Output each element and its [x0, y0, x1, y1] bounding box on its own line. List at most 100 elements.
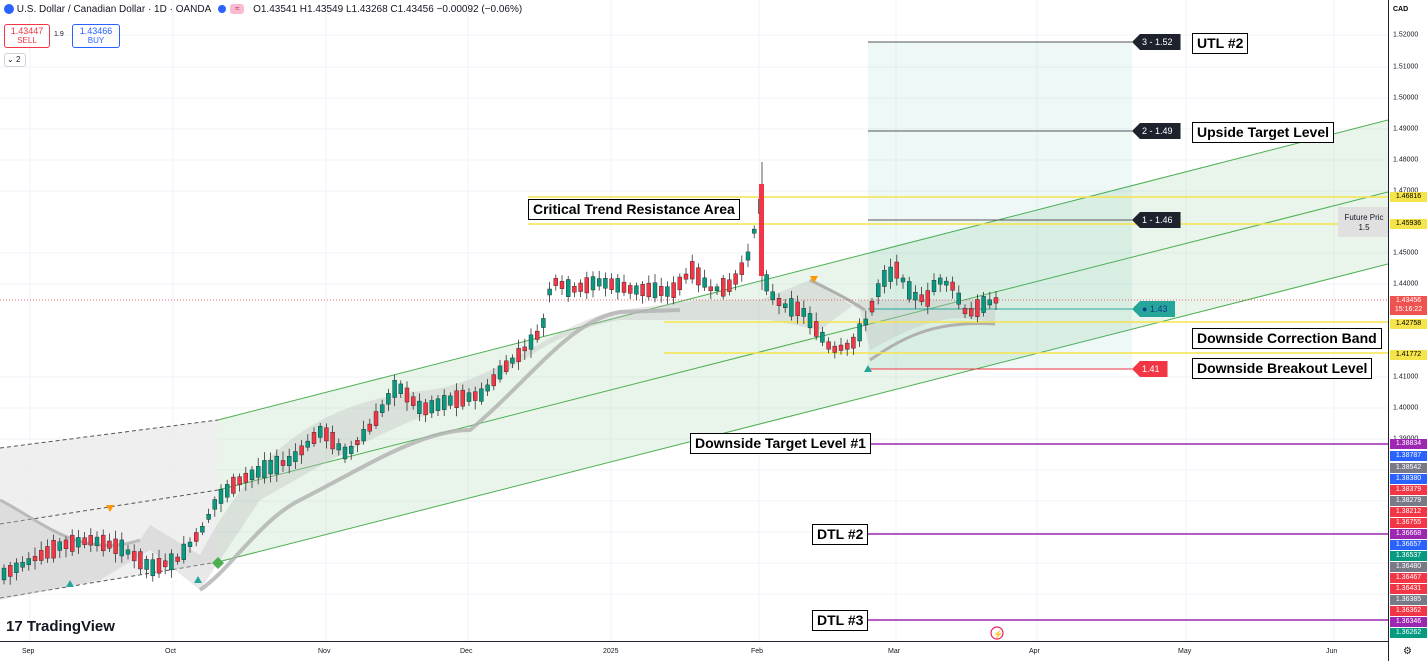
candle: [869, 301, 875, 313]
candle: [57, 541, 62, 551]
time-tick: Nov: [318, 648, 331, 655]
candle: [305, 440, 310, 448]
candle: [51, 540, 56, 559]
tradingview-logo[interactable]: 17 TradingView: [6, 618, 115, 635]
candle: [814, 321, 819, 337]
candle: [293, 451, 298, 462]
time-tick: Oct: [165, 648, 176, 655]
candle: [938, 277, 943, 285]
candle: [826, 341, 831, 350]
candle: [708, 286, 713, 292]
candle: [845, 342, 850, 350]
candle: [628, 285, 633, 294]
candle: [646, 282, 651, 298]
candle: [485, 384, 490, 392]
candle: [721, 278, 726, 297]
candle: [435, 398, 441, 411]
price-badge: 1.38279: [1390, 496, 1427, 506]
price-axis[interactable]: CAD 1.52000 1.51000 1.50000 1.49000 1.48000 1…: [1388, 0, 1428, 661]
time-tick: May: [1178, 648, 1192, 655]
price-tick: 1.45000: [1393, 249, 1419, 257]
candle: [448, 395, 453, 406]
price-tick: 1.52000: [1393, 31, 1419, 39]
target2-tag: 2 - 1.49: [1132, 123, 1181, 139]
candle: [1, 567, 7, 581]
candle: [597, 278, 602, 287]
upside-target-label: Upside Target Level: [1192, 122, 1335, 143]
price-badge: 1.36480: [1390, 562, 1427, 572]
candle: [63, 539, 69, 549]
candle: [20, 561, 25, 568]
candle: [26, 558, 31, 565]
utl2-label: UTL #2: [1192, 33, 1249, 54]
downside-target1-label: Downside Target Level #1: [690, 433, 871, 454]
stop-level-tag: 1.41: [1132, 361, 1168, 377]
chart-canvas[interactable]: ⚡: [0, 0, 1388, 641]
buy-button[interactable]: 1.43466 BUY: [72, 24, 120, 48]
candle: [640, 283, 645, 297]
price-badge: 1.45936: [1390, 219, 1427, 229]
price-tick: 1.50000: [1393, 94, 1419, 102]
price-badge: 1.38787: [1390, 451, 1427, 461]
future-price-label: Future Pric: [1344, 213, 1384, 222]
candle: [287, 455, 292, 466]
target1-tag: 1 - 1.46: [1132, 212, 1181, 228]
time-tick: Dec: [460, 648, 473, 655]
chart-area[interactable]: ⚡ U.S. Dollar / Canadian Dollar · 1D · O…: [0, 0, 1388, 641]
candle: [913, 291, 918, 301]
currency-label: CAD: [1393, 6, 1409, 13]
candle: [144, 559, 149, 570]
candle: [510, 357, 515, 364]
time-axis[interactable]: Sep Oct Nov Dec 2025 Feb Mar Apr May Jun: [0, 641, 1388, 662]
price-badge: 1.46816: [1390, 192, 1427, 202]
candle: [621, 281, 627, 293]
candle: [187, 541, 193, 547]
candle: [466, 392, 472, 402]
candle: [888, 266, 893, 282]
symbol-title[interactable]: U.S. Dollar / Canadian Dollar · 1D · OAN…: [16, 4, 211, 15]
dtl2-label: DTL #2: [812, 524, 869, 545]
candle: [311, 432, 317, 444]
candle: [733, 273, 738, 285]
price-badge: 1.41772: [1390, 350, 1427, 360]
candle: [367, 423, 372, 432]
price-badge: 1.36262: [1390, 628, 1427, 638]
price-tick: 1.44000: [1393, 280, 1419, 288]
future-price-box: Future Pric 1.5: [1340, 213, 1388, 233]
candle: [578, 282, 583, 292]
candle: [131, 551, 137, 562]
candle: [224, 484, 230, 498]
candle: [497, 365, 503, 380]
candle: [677, 276, 682, 291]
candle: [330, 432, 335, 450]
time-tick: 2025: [603, 648, 619, 655]
price-badge: 1.36385: [1390, 595, 1427, 605]
candle: [125, 549, 131, 555]
candle: [882, 270, 887, 287]
candle: [94, 536, 100, 546]
candle: [770, 291, 775, 301]
candle: [559, 281, 565, 289]
candle: [665, 286, 670, 297]
candle: [727, 279, 732, 292]
candle: [528, 334, 534, 350]
candle: [181, 543, 187, 560]
candle: [683, 273, 689, 280]
candle: [739, 262, 744, 275]
flash-icon[interactable]: [990, 626, 1004, 640]
candle: [7, 565, 13, 577]
candle: [14, 562, 19, 573]
sell-button[interactable]: 1.43447 SELL: [4, 24, 50, 48]
candle: [318, 425, 323, 438]
sell-signal-marker: [810, 276, 818, 283]
buy-signal-marker: [864, 365, 872, 372]
candle: [547, 288, 552, 296]
candle: [138, 551, 143, 570]
candle: [702, 277, 707, 288]
collapse-indicators-button[interactable]: ⌄ 2: [4, 53, 26, 67]
candle: [218, 489, 224, 504]
price-badge: 1.38834: [1390, 439, 1427, 449]
price-tick: 1.51000: [1393, 63, 1419, 71]
ohlc-values: O1.43541 H1.43549 L1.43268 C1.43456 −0.0…: [253, 4, 523, 15]
settings-gear-icon[interactable]: ⚙: [1403, 646, 1412, 657]
